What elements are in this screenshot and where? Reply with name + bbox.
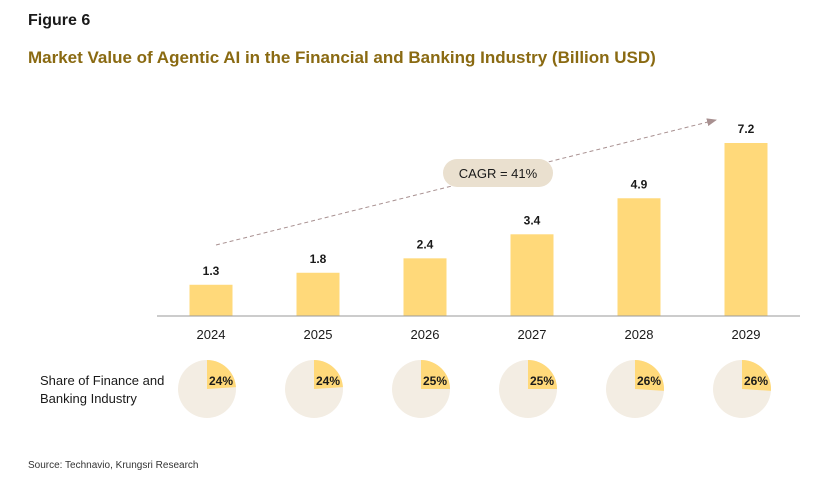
bar-value-label: 1.3 xyxy=(203,264,220,278)
x-tick-label: 2026 xyxy=(411,327,440,342)
bar-2028 xyxy=(617,198,661,316)
figure-label: Figure 6 xyxy=(28,12,91,29)
cagr-arrow xyxy=(215,118,717,246)
share-pie-label: 25% xyxy=(423,374,447,388)
bar-2029 xyxy=(724,143,768,316)
bar-value-label: 1.8 xyxy=(310,252,327,266)
x-tick-label: 2029 xyxy=(732,327,761,342)
cagr-badge xyxy=(443,159,553,187)
bar-value-label: 2.4 xyxy=(417,237,434,251)
share-pie-label: 25% xyxy=(530,374,554,388)
bar-value-label: 4.9 xyxy=(631,177,648,191)
bar-2025 xyxy=(296,272,340,316)
bar-value-label: 3.4 xyxy=(524,213,541,227)
cagr-label: CAGR = 41% xyxy=(459,166,538,181)
bar-2024 xyxy=(189,284,233,316)
share-pie-label: 24% xyxy=(316,374,340,388)
share-label: Share of Finance and Banking Industry xyxy=(40,372,180,408)
x-tick-label: 2025 xyxy=(304,327,333,342)
chart-title: Market Value of Agentic AI in the Financ… xyxy=(28,48,656,67)
share-pie-label: 26% xyxy=(744,374,768,388)
share-pie-label: 24% xyxy=(209,374,233,388)
share-pie-slice xyxy=(742,360,771,391)
source-note: Source: Technavio, Krungsri Research xyxy=(28,460,199,471)
x-tick-label: 2024 xyxy=(197,327,226,342)
share-pie-slice xyxy=(314,360,343,389)
share-pie-slice xyxy=(421,360,450,389)
bar-value-label: 7.2 xyxy=(738,122,755,136)
share-pie-slice xyxy=(207,360,236,389)
bar-2026 xyxy=(403,258,447,316)
x-tick-label: 2028 xyxy=(625,327,654,342)
share-pie-label: 26% xyxy=(637,374,661,388)
x-tick-label: 2027 xyxy=(518,327,547,342)
share-pie-slice xyxy=(528,360,557,389)
bar-2027 xyxy=(510,234,554,316)
share-pie-slice xyxy=(635,360,664,391)
share-label-line-1: Share of Finance and xyxy=(40,373,165,388)
share-label-line-2: Banking Industry xyxy=(40,391,137,406)
